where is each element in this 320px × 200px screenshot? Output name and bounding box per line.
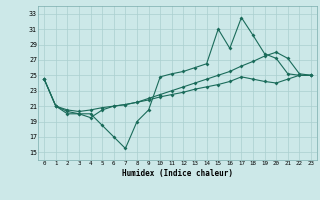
X-axis label: Humidex (Indice chaleur): Humidex (Indice chaleur) — [122, 169, 233, 178]
